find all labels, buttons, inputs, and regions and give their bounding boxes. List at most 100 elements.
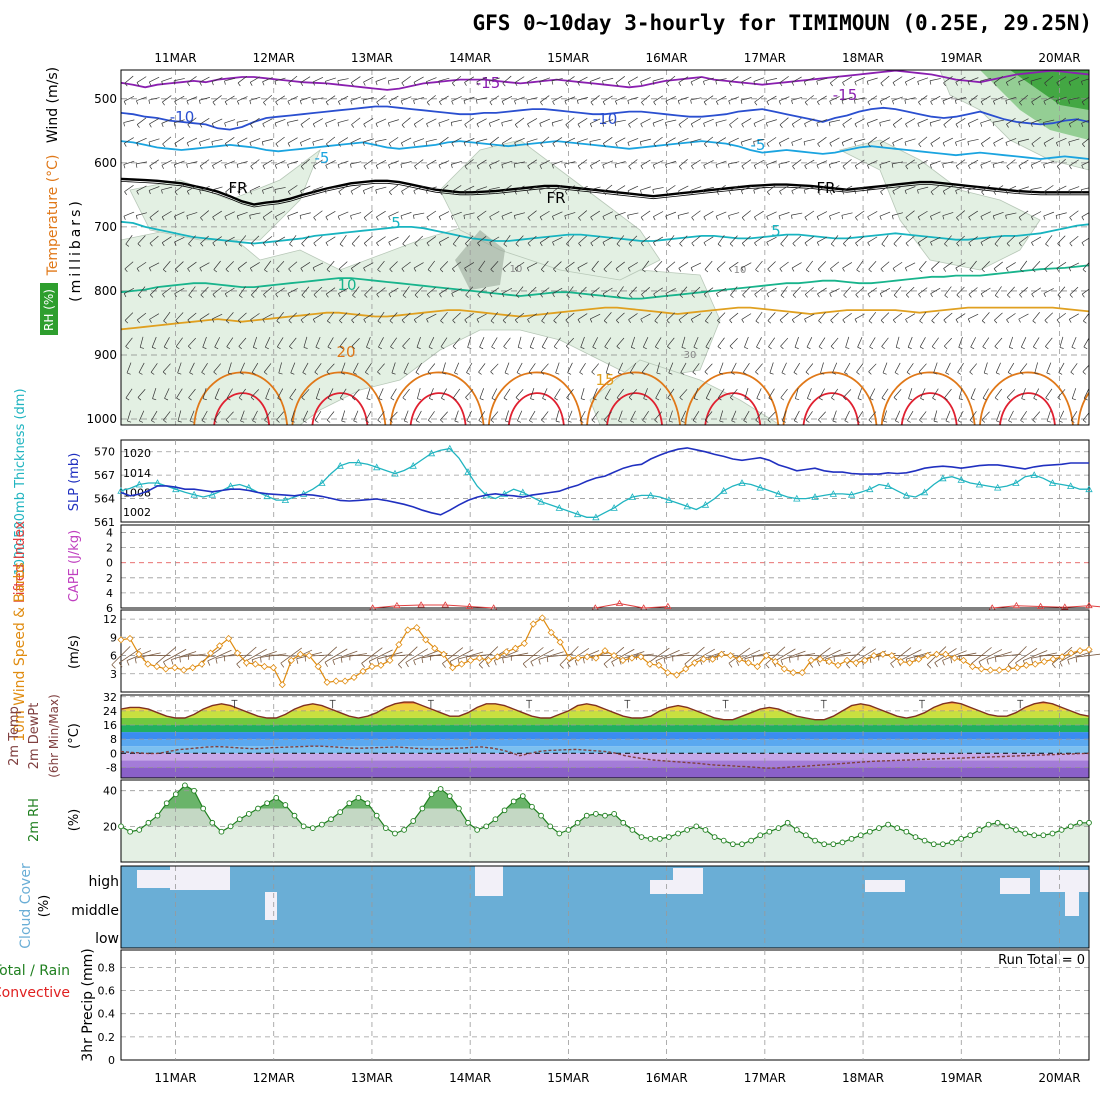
surface-wind-barb-flag bbox=[296, 658, 299, 664]
cloud-cover-axis-label-group: Cloud Cover bbox=[18, 863, 34, 949]
wind-barb-flag bbox=[199, 82, 202, 86]
wind-barb bbox=[490, 311, 499, 322]
wind-barb bbox=[238, 337, 247, 347]
wind-barb-flag bbox=[678, 142, 681, 147]
cloud-clear-patch bbox=[137, 870, 177, 888]
wind-barb-flag bbox=[452, 243, 457, 247]
wind-barb-flag bbox=[756, 346, 760, 350]
wind-barb-flag bbox=[994, 319, 998, 324]
wind-barb bbox=[843, 235, 852, 244]
surface-wind-barb-flag bbox=[260, 657, 262, 663]
wind-barb bbox=[515, 286, 524, 296]
wind-barb bbox=[249, 212, 261, 216]
rh-marker bbox=[465, 819, 471, 826]
wind-barb-flag bbox=[214, 398, 219, 401]
wind-barb bbox=[716, 261, 726, 270]
wind-barb-flag bbox=[403, 372, 408, 375]
temperature-color-band bbox=[121, 717, 1089, 726]
surface-wind-barb bbox=[672, 654, 699, 657]
wind-barb bbox=[968, 159, 979, 166]
wind-barb-flag bbox=[427, 371, 432, 375]
wind-barb bbox=[527, 313, 538, 320]
wind-barb bbox=[199, 118, 210, 125]
wind-barb bbox=[378, 337, 384, 348]
wind-barb bbox=[350, 161, 362, 165]
wind-barb bbox=[300, 185, 311, 192]
wind-barb bbox=[942, 137, 954, 144]
wind-barb-flag bbox=[969, 371, 973, 375]
wind-barb-flag bbox=[817, 143, 821, 147]
wind-barb-flag bbox=[1043, 164, 1046, 169]
wind-barb-flag bbox=[578, 294, 582, 298]
wind-barb-flag bbox=[526, 267, 530, 272]
wind-barb bbox=[955, 262, 966, 269]
wind-barb bbox=[277, 388, 284, 399]
isotherm-contour-label: 10 bbox=[337, 276, 356, 294]
wind-barb bbox=[552, 287, 563, 294]
wind-barb-flag bbox=[741, 123, 744, 128]
wind-barb-flag bbox=[765, 80, 768, 85]
wind-barb bbox=[401, 185, 412, 192]
wind-barb-flag bbox=[163, 346, 168, 350]
wind-barb bbox=[312, 262, 324, 269]
wind-barb-flag bbox=[866, 189, 869, 194]
wind-barb-flag bbox=[627, 82, 631, 86]
wind-barb bbox=[618, 410, 623, 422]
wind-barb-flag bbox=[401, 319, 405, 324]
wind-barb bbox=[1020, 411, 1027, 421]
isotherm-20-loop bbox=[782, 371, 878, 425]
wind-barb-flag bbox=[263, 371, 268, 375]
wind-barb-flag bbox=[363, 267, 366, 272]
wind-barb-flag bbox=[439, 101, 442, 106]
wind-barb bbox=[517, 336, 522, 348]
wind-barb-flag bbox=[590, 101, 594, 106]
wind-speed-marker bbox=[1058, 653, 1066, 661]
wind-barb bbox=[503, 337, 511, 347]
wind-barb-flag bbox=[402, 397, 407, 401]
rh-marker bbox=[519, 793, 526, 799]
wind-barb bbox=[188, 235, 196, 245]
wind-barb-flag bbox=[350, 142, 353, 147]
wind-barb-flag bbox=[341, 420, 346, 423]
wind-barb bbox=[315, 388, 321, 399]
wind-barb bbox=[1069, 159, 1079, 167]
wind-barb bbox=[778, 161, 790, 165]
wind-barb bbox=[678, 96, 689, 101]
wind-barb-flag bbox=[189, 420, 194, 423]
wind-speed-marker bbox=[709, 655, 717, 663]
wind-barb-flag bbox=[917, 216, 921, 221]
wind-barb-flag bbox=[1006, 124, 1009, 128]
wind-barb bbox=[363, 138, 374, 143]
wind-barb-flag bbox=[1031, 216, 1034, 221]
lifted-index-panel-frame bbox=[120, 524, 1090, 609]
wind-barb-flag bbox=[451, 100, 454, 105]
wind-barb bbox=[123, 211, 135, 217]
surface-wind-barb bbox=[547, 653, 574, 658]
wind-barb-flag bbox=[375, 123, 378, 128]
wind-barb bbox=[1018, 77, 1029, 83]
wind-barb-flag bbox=[565, 124, 569, 128]
wind-barb-flag bbox=[905, 217, 909, 221]
cloud-clear-patch bbox=[1040, 870, 1089, 892]
wind-barb-flag bbox=[540, 143, 544, 148]
wind-speed-marker bbox=[888, 652, 896, 660]
wind-barb bbox=[176, 388, 183, 399]
wind-barb bbox=[603, 136, 613, 144]
wind-speed-marker bbox=[458, 660, 466, 668]
wind-barb bbox=[791, 138, 803, 143]
wind-barb-flag bbox=[1005, 100, 1008, 105]
wind-barb-flag bbox=[844, 420, 849, 423]
wind-barb-flag bbox=[1034, 372, 1039, 375]
wind-speed-marker bbox=[619, 656, 627, 664]
surface-wind-barb-flag bbox=[1031, 658, 1033, 664]
wind-barb bbox=[1046, 410, 1051, 422]
wind-barb bbox=[577, 185, 588, 191]
temperature-line bbox=[120, 701, 1090, 721]
wind-barb-flag bbox=[629, 372, 634, 375]
wind-barb bbox=[628, 159, 638, 167]
wind-barb-flag bbox=[766, 242, 769, 246]
rh-marker bbox=[940, 841, 946, 848]
wind-barb-flag bbox=[1081, 165, 1084, 169]
wind-barb-flag bbox=[654, 269, 658, 273]
wind-barb-flag bbox=[564, 164, 566, 168]
